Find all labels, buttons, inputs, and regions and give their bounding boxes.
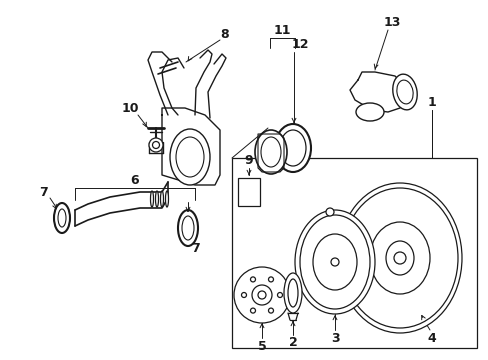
Text: 3: 3 <box>330 332 339 345</box>
Text: 12: 12 <box>291 39 308 51</box>
Text: 7: 7 <box>40 185 48 198</box>
Circle shape <box>277 292 282 297</box>
Ellipse shape <box>165 191 168 207</box>
Circle shape <box>268 277 273 282</box>
Text: 11: 11 <box>273 23 290 36</box>
Circle shape <box>250 277 255 282</box>
Text: 7: 7 <box>190 242 199 255</box>
Text: 10: 10 <box>121 102 139 114</box>
Circle shape <box>149 138 163 152</box>
Text: 5: 5 <box>257 339 266 352</box>
Text: 8: 8 <box>220 27 229 40</box>
Bar <box>231 158 476 348</box>
Text: 4: 4 <box>427 332 435 345</box>
Ellipse shape <box>150 191 153 207</box>
Text: 2: 2 <box>288 336 297 348</box>
Text: 9: 9 <box>244 154 253 167</box>
Ellipse shape <box>170 129 209 185</box>
Text: 6: 6 <box>130 174 139 186</box>
Ellipse shape <box>274 124 310 172</box>
Ellipse shape <box>254 130 286 174</box>
Text: 13: 13 <box>383 15 400 28</box>
Text: 1: 1 <box>427 95 435 108</box>
Bar <box>238 178 260 206</box>
Ellipse shape <box>155 191 158 207</box>
Ellipse shape <box>178 210 198 246</box>
Ellipse shape <box>54 203 70 233</box>
Ellipse shape <box>392 74 416 110</box>
Ellipse shape <box>160 191 163 207</box>
Ellipse shape <box>294 210 374 314</box>
Circle shape <box>241 292 246 297</box>
Ellipse shape <box>337 183 461 333</box>
Circle shape <box>234 267 289 323</box>
Ellipse shape <box>284 273 302 313</box>
Circle shape <box>325 208 333 216</box>
Circle shape <box>250 308 255 313</box>
Circle shape <box>268 308 273 313</box>
Ellipse shape <box>355 103 383 121</box>
Circle shape <box>152 141 159 148</box>
